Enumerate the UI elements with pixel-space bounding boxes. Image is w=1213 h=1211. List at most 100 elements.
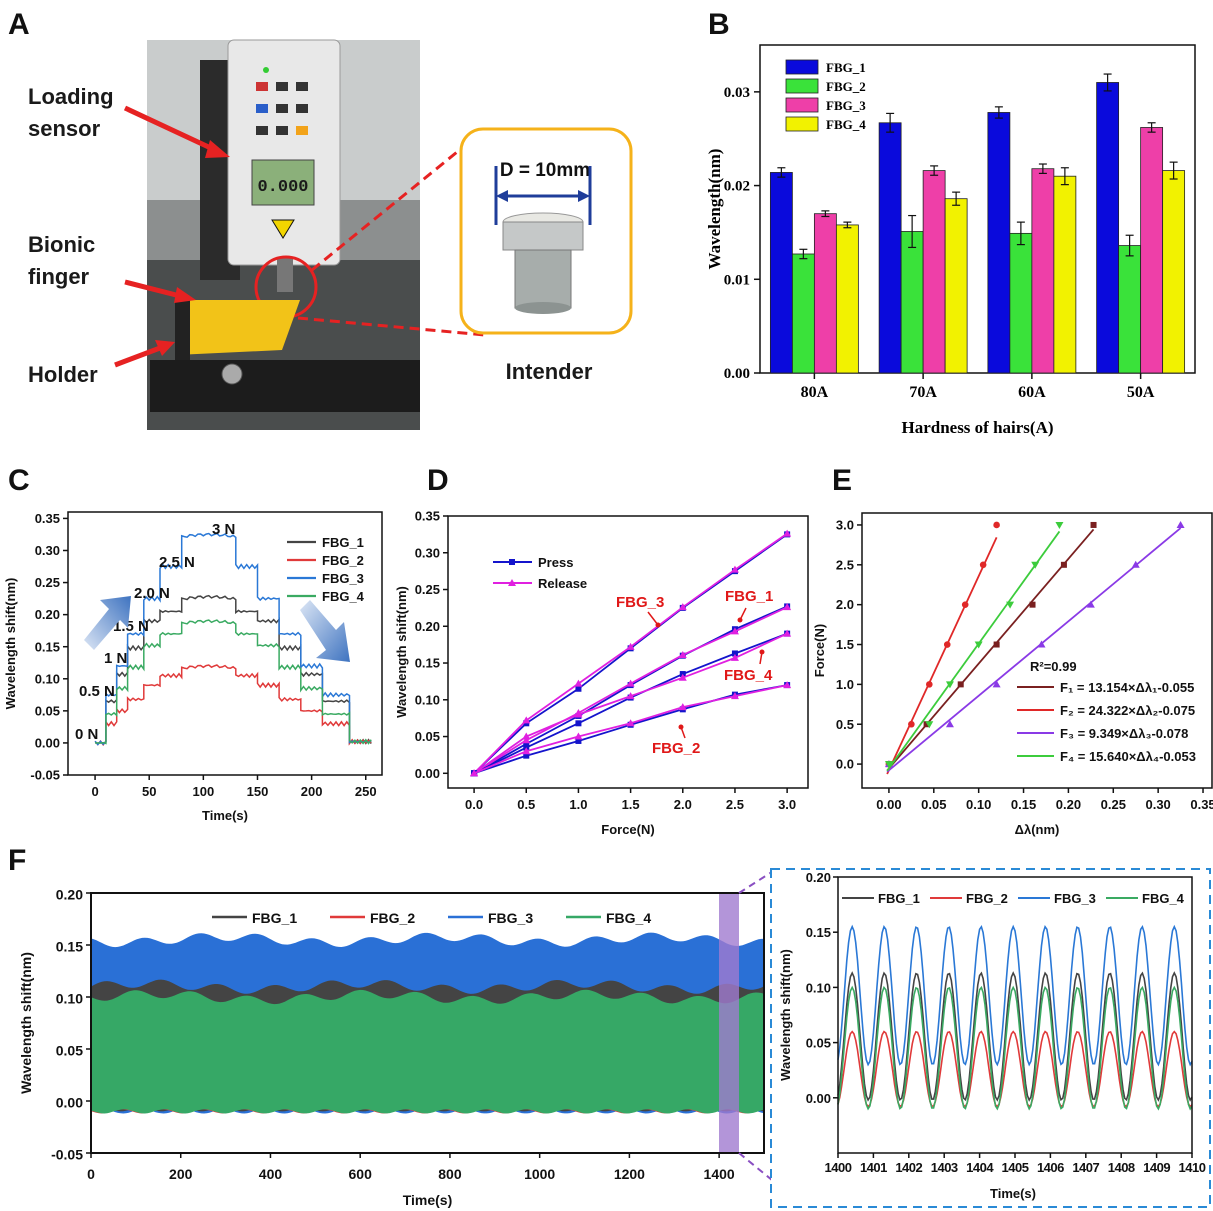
y-tick-label: 0.00 [35, 735, 60, 750]
y-tick-label: 0.20 [806, 870, 831, 885]
x-tick-label: 1403 [931, 1160, 958, 1175]
y-tick-label: 0.35 [35, 511, 60, 526]
x-tick-label: 50A [1127, 384, 1155, 401]
legend-label: FBG_2 [966, 891, 1008, 906]
data-point [957, 681, 964, 688]
fit-line [886, 528, 1095, 772]
legend-swatch [785, 59, 819, 75]
x-tick-label: 80A [801, 384, 829, 401]
data-point [1176, 520, 1185, 528]
x-tick-label: 1408 [1108, 1160, 1135, 1175]
device-button-1 [256, 82, 268, 91]
bar-fbg_1-80a [769, 172, 793, 374]
x-tick-label: 100 [192, 784, 214, 799]
legend-label: FBG_1 [252, 910, 297, 926]
panel-d-hysteresis-chart: 0.00 0.05 0.10 0.15 0.20 0.25 0.30 0.35 0.0 0.5 1.… [394, 509, 809, 837]
panel-label-d: D [427, 464, 449, 497]
marker-release [470, 769, 479, 777]
panel-label-c: C [8, 464, 30, 497]
data-point [923, 721, 930, 728]
legend-swatch [785, 97, 819, 113]
data-point [1090, 521, 1097, 528]
fit-equation: F₁ = 13.154×Δλ₁-0.055 [1060, 680, 1194, 695]
x-tick-label: 150 [247, 784, 269, 799]
marker-release [783, 529, 792, 537]
marker-release [783, 603, 792, 611]
x-tick-label: 1400 [704, 1166, 735, 1182]
annotation-arrow [647, 611, 659, 626]
annotation-arrowhead [737, 617, 743, 623]
bar-fbg_1-60a [987, 112, 1011, 374]
panel-a-photo: 0.000 Loading sensor Bionic finger Holder [28, 39, 633, 430]
y-tick-label: 0.20 [415, 619, 440, 634]
marker-release [626, 719, 635, 727]
y-tick-label: 1.5 [836, 637, 854, 652]
y-tick-label: 3.0 [836, 518, 854, 533]
legend-label: FBG_3 [826, 98, 866, 113]
y-tick-label: 0.15 [56, 938, 83, 954]
data-point [974, 641, 983, 649]
fit-equation: F₃ = 9.349×Δλ₃-0.078 [1060, 726, 1188, 741]
data-point [884, 761, 893, 769]
plot-frame [90, 892, 765, 1154]
x-tick-label: 0.20 [1056, 797, 1081, 812]
x-tick-label: 800 [438, 1166, 462, 1182]
bar-fbg_4-80a [835, 224, 859, 374]
device-button-7 [256, 126, 268, 135]
dim-arrowhead-left [496, 190, 508, 202]
x-tick-label: 0.10 [966, 797, 991, 812]
y-tick-label: 0.25 [415, 582, 440, 597]
data-point [945, 681, 954, 689]
marker-press [575, 685, 582, 692]
x-tick-label: 1400 [825, 1160, 852, 1175]
x-tick-label: 0.30 [1145, 797, 1170, 812]
data-point [961, 601, 969, 608]
y-tick-label: 0.05 [806, 1036, 831, 1051]
y-tick-label: 0.05 [35, 703, 60, 718]
force-level-label: 0.5 N [79, 683, 115, 700]
fit-line [886, 537, 998, 775]
marker-release [522, 716, 531, 724]
x-tick-label: 0.05 [921, 797, 946, 812]
x-tick-label: 400 [259, 1166, 283, 1182]
sensor-reading: 0.000 [257, 178, 308, 197]
bar-fbg_3-50a [1140, 127, 1164, 374]
y-tick-label: 0.10 [56, 990, 83, 1006]
x-tick-label: 0.00 [876, 797, 901, 812]
indenter-shaft [277, 258, 293, 292]
holder-clamp [175, 300, 190, 360]
annotation-arrowhead [759, 649, 765, 655]
panel-e-fit-chart: 0.0 0.5 1.0 1.5 2.0 2.5 3.0 0.00 0.05 0.10 0.15 0.2… [812, 512, 1213, 837]
panel-c-step-chart: -0.05 0.00 0.05 0.10 0.15 0.20 0.25 0.30 0.35 0 50… [3, 511, 383, 823]
y-tick-label: 0.05 [415, 729, 440, 744]
y-tick-label: 0.10 [806, 980, 831, 995]
marker-press [731, 650, 738, 657]
data-point [943, 641, 951, 648]
annotation-label: FBG_1 [725, 588, 773, 605]
x-tick-label: 70A [909, 384, 937, 401]
marker-press [523, 740, 530, 747]
arrow-loading-sensor [123, 105, 217, 153]
annotation-arrowhead [655, 622, 661, 628]
y-tick-label: 1.0 [836, 677, 854, 692]
legend-label: FBG_1 [322, 535, 364, 550]
marker-release [574, 732, 583, 740]
indenter-knurl [502, 221, 584, 251]
legend-label: FBG_4 [826, 117, 866, 132]
series-line [473, 533, 788, 774]
bar-fbg_2-80a [791, 253, 815, 374]
x-tick-label: 200 [169, 1166, 193, 1182]
y-tick-label: 0.00 [56, 1094, 83, 1110]
x-tick-label: 1409 [1143, 1160, 1170, 1175]
device-button-8 [276, 126, 288, 135]
dim-arrowhead-right [578, 190, 590, 202]
x-tick-label: 1000 [524, 1166, 555, 1182]
label-bionic-finger: Bionic finger [28, 232, 95, 289]
y-tick-label: 0.01 [724, 272, 750, 288]
marker-release [678, 673, 687, 681]
series-line [473, 605, 788, 775]
x-tick-label: 3.0 [778, 797, 796, 812]
x-axis-label: Time(s) [990, 1186, 1036, 1201]
data-point [1060, 561, 1067, 568]
x-tick-label: 0.5 [517, 797, 535, 812]
